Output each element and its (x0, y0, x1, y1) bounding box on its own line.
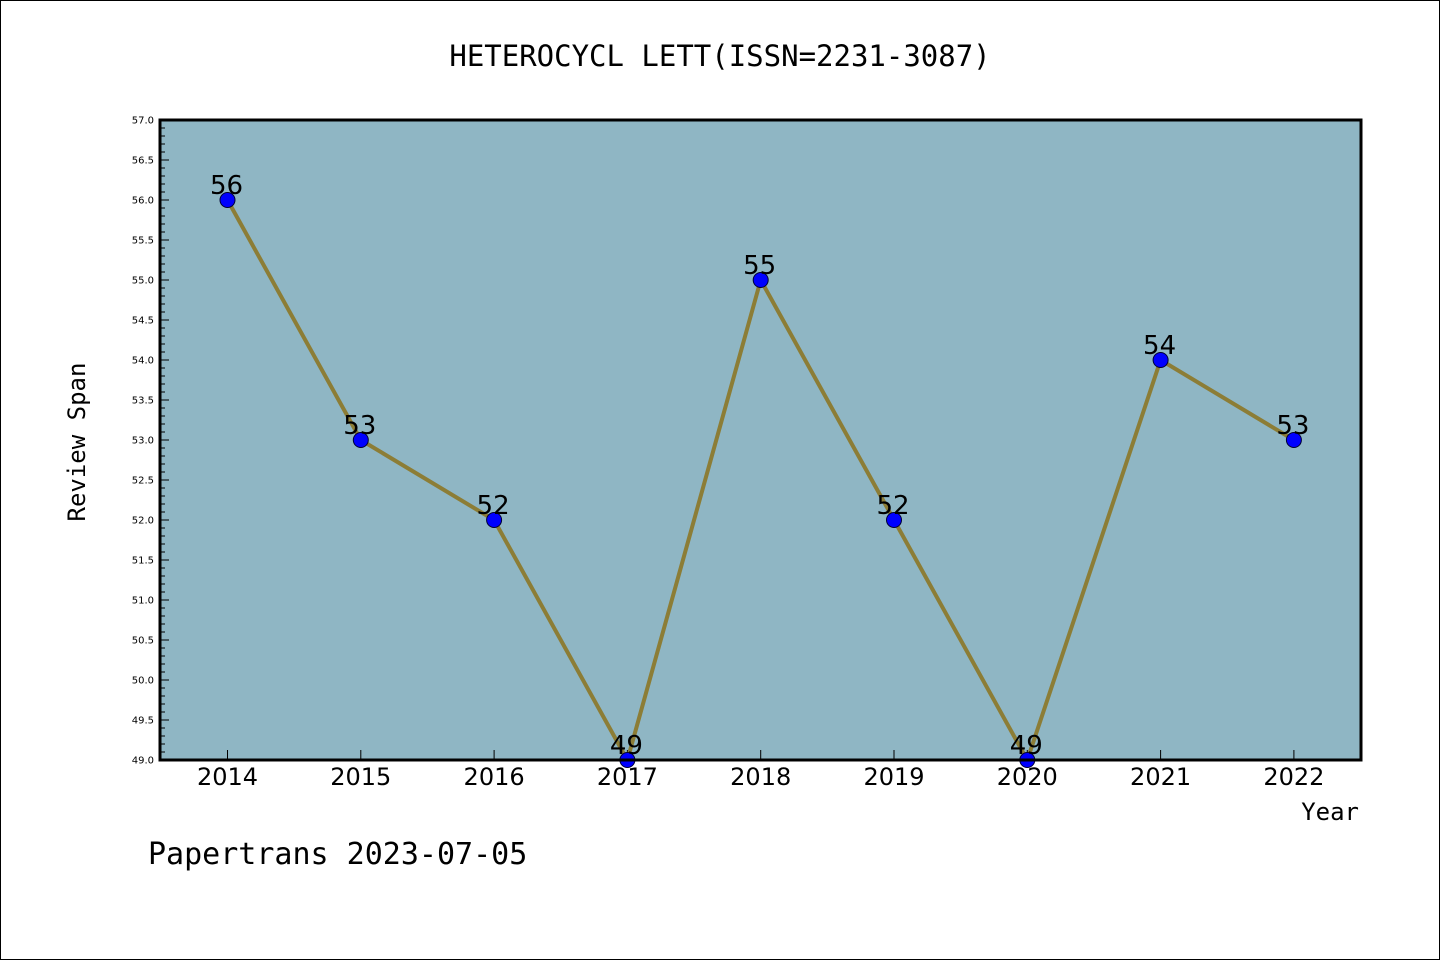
plot-area (160, 120, 1361, 760)
data-label: 53 (343, 411, 376, 441)
y-tick-label: 52.0 (132, 516, 154, 527)
data-label: 49 (610, 731, 643, 761)
y-tick-label: 54.5 (132, 316, 154, 327)
data-point (219, 192, 236, 208)
data-point (486, 512, 503, 528)
y-tick-label: 50.0 (132, 676, 154, 687)
x-tick-label: 2015 (330, 763, 391, 791)
x-tick-label: 2021 (1130, 763, 1191, 791)
plot-border (158, 118, 1363, 762)
x-tick-label: 2018 (730, 763, 791, 791)
y-axis-label: Review Span (63, 363, 91, 522)
series-layer: 56 53 52 49 55 52 49 54 53 (210, 171, 1309, 768)
y-tick-label: 56.5 (132, 156, 154, 167)
y-tick-label: 55.0 (132, 276, 154, 287)
y-tick-label: 57.0 (132, 116, 154, 127)
data-point (352, 432, 369, 448)
y-tick-label: 49.5 (132, 716, 154, 727)
data-label: 56 (210, 171, 243, 201)
y-tick-label: 55.5 (132, 236, 154, 247)
data-label: 53 (1276, 411, 1309, 441)
y-tick-label: 52.5 (132, 476, 154, 487)
data-label: 52 (876, 491, 909, 521)
y-tick-label: 56.0 (132, 196, 154, 207)
data-point (752, 272, 769, 288)
y-tick-label: 54.0 (132, 356, 154, 367)
data-label: 52 (477, 491, 510, 521)
y-tick-label: 49.0 (132, 756, 154, 767)
y-tick-label: 51.5 (132, 556, 154, 567)
data-point (1152, 352, 1169, 368)
y-tick-label: 50.5 (132, 636, 154, 647)
data-point (886, 512, 902, 528)
data-label: 54 (1143, 331, 1176, 361)
x-axis: 2014 2015 2016 2017 2018 2019 2020 2021 2022 (197, 750, 1324, 791)
y-tick-label: 53.5 (132, 396, 154, 407)
x-tick-label: 2016 (464, 763, 525, 791)
y-tick-label: 53.0 (132, 436, 154, 447)
data-point (1285, 432, 1302, 448)
data-label: 49 (1010, 731, 1043, 761)
y-tick-label: 51.0 (132, 596, 154, 607)
x-axis-label: Year (1301, 798, 1359, 826)
data-label: 55 (743, 251, 776, 281)
x-tick-label: 2022 (1263, 763, 1324, 791)
x-tick-label: 2019 (863, 763, 924, 791)
chart-title: HETEROCYCL LETT(ISSN=2231-3087) (449, 39, 990, 73)
x-tick-label: 2014 (197, 763, 258, 791)
footer-credit: Papertrans 2023-07-05 (148, 837, 527, 872)
